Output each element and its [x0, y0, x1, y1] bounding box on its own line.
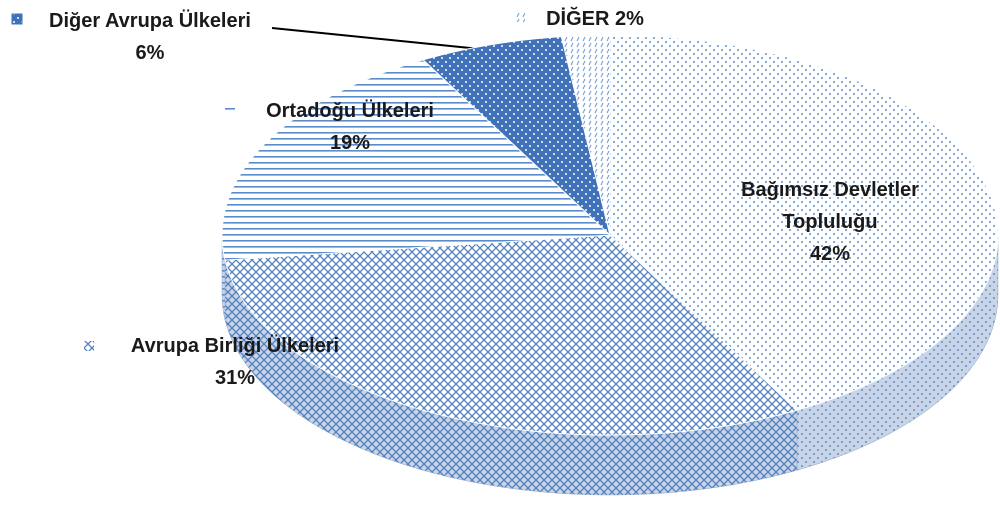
label-icon — [515, 12, 525, 22]
category-label: Diğer Avrupa Ülkeleri — [49, 10, 251, 32]
category-label: Avrupa Birliği Ülkeleri — [130, 335, 340, 357]
slice-label: Bağımsız Devletler Topluluğu 42% — [700, 174, 960, 270]
percent-label: 31% — [214, 367, 256, 389]
percent-label: 2% — [615, 8, 644, 30]
slice — [224, 234, 798, 436]
label-icon — [84, 341, 94, 351]
category-label: Ortadoğu Ülkeleri — [266, 100, 434, 122]
percent-label: 19% — [329, 132, 371, 154]
percent-label: 6% — [135, 42, 165, 64]
slice-label: Avrupa Birliği Ülkeleri 31% — [100, 330, 370, 394]
leader-line — [271, 27, 491, 51]
category-label: Bağımsız Devletler Topluluğu — [741, 179, 919, 233]
slice-label: Ortadoğu Ülkeleri 19% — [240, 95, 460, 159]
slice — [422, 36, 611, 237]
slice-label: Diğer Avrupa Ülkeleri 6% — [20, 5, 280, 69]
slice — [221, 59, 612, 261]
label-icon — [11, 13, 23, 25]
percent-label: 42% — [809, 243, 851, 265]
label-icon — [225, 104, 235, 114]
slice-label: DİĞER 2% — [530, 3, 660, 35]
slice — [560, 34, 611, 236]
category-label: DİĞER — [546, 8, 610, 30]
slice — [609, 34, 999, 411]
